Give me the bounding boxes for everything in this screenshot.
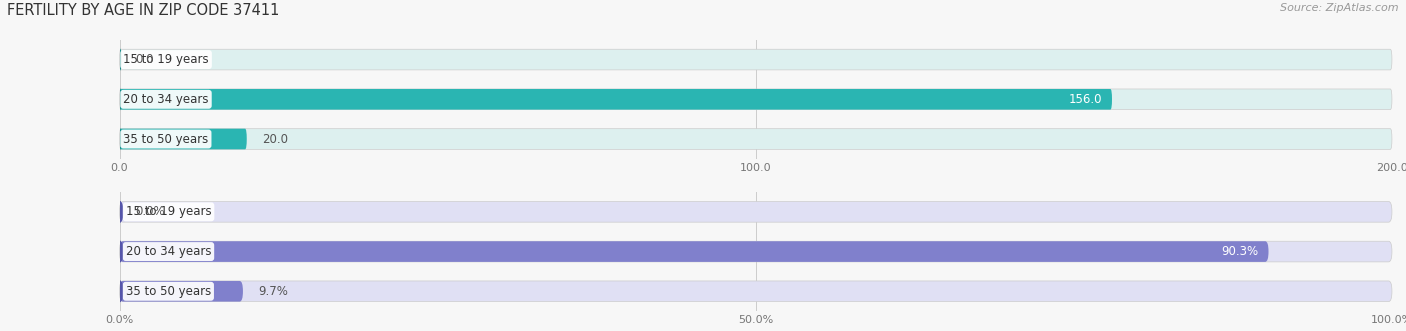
Text: 0.0: 0.0 [135, 53, 153, 66]
Text: 15 to 19 years: 15 to 19 years [124, 53, 209, 66]
Text: 0.0%: 0.0% [135, 205, 165, 218]
Text: 20 to 34 years: 20 to 34 years [125, 245, 211, 258]
Text: Source: ZipAtlas.com: Source: ZipAtlas.com [1281, 3, 1399, 13]
Circle shape [118, 49, 121, 70]
Circle shape [117, 202, 122, 222]
Circle shape [117, 281, 122, 302]
Text: 90.3%: 90.3% [1222, 245, 1258, 258]
FancyBboxPatch shape [120, 241, 1392, 262]
Text: 156.0: 156.0 [1069, 93, 1102, 106]
FancyBboxPatch shape [120, 281, 243, 302]
FancyBboxPatch shape [120, 129, 1392, 149]
FancyBboxPatch shape [120, 129, 247, 149]
FancyBboxPatch shape [120, 281, 1392, 302]
FancyBboxPatch shape [120, 49, 1392, 70]
Text: 20.0: 20.0 [262, 132, 288, 146]
Circle shape [118, 89, 121, 110]
Text: 35 to 50 years: 35 to 50 years [124, 132, 208, 146]
Text: 20 to 34 years: 20 to 34 years [124, 93, 208, 106]
FancyBboxPatch shape [120, 202, 1392, 222]
Circle shape [118, 129, 121, 149]
FancyBboxPatch shape [120, 241, 1268, 262]
FancyBboxPatch shape [120, 89, 1112, 110]
Circle shape [117, 241, 122, 262]
Text: 35 to 50 years: 35 to 50 years [125, 285, 211, 298]
FancyBboxPatch shape [120, 89, 1392, 110]
Text: 9.7%: 9.7% [259, 285, 288, 298]
Text: 15 to 19 years: 15 to 19 years [125, 205, 211, 218]
Text: FERTILITY BY AGE IN ZIP CODE 37411: FERTILITY BY AGE IN ZIP CODE 37411 [7, 3, 280, 18]
